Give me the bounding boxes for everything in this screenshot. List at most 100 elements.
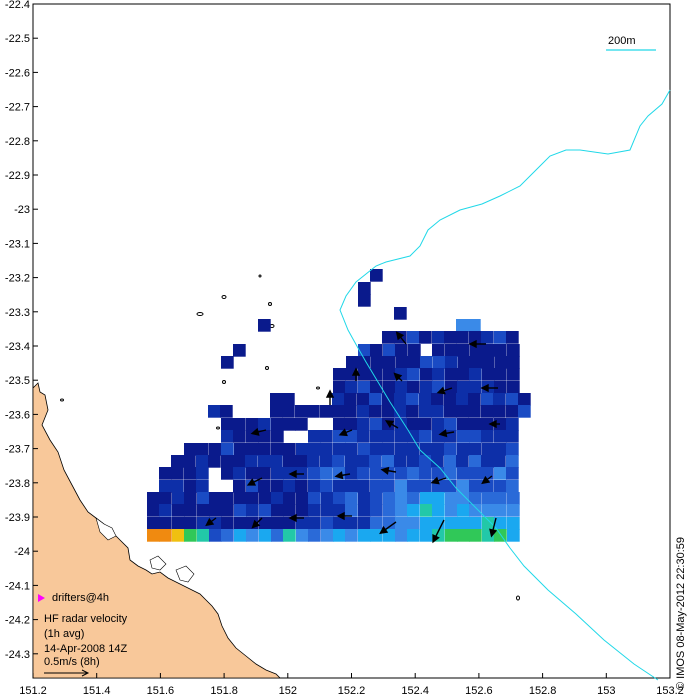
velocity-cell xyxy=(432,331,445,344)
velocity-cell xyxy=(283,455,296,468)
velocity-cell xyxy=(395,504,408,517)
velocity-cell xyxy=(395,529,408,542)
velocity-cell xyxy=(308,529,321,542)
velocity-cell xyxy=(457,443,470,456)
velocity-cell xyxy=(506,467,519,480)
velocity-cell xyxy=(383,344,396,357)
velocity-cell xyxy=(332,455,345,468)
reference-arrow-icon xyxy=(81,669,90,677)
velocity-cell xyxy=(320,480,333,493)
velocity-cell xyxy=(159,504,172,517)
velocity-cell xyxy=(332,393,345,406)
velocity-cell xyxy=(197,529,210,542)
velocity-cell xyxy=(245,455,258,468)
velocity-cell xyxy=(271,529,284,542)
velocity-cell xyxy=(481,455,494,468)
velocity-cell xyxy=(271,480,284,493)
drifter-marker-icon xyxy=(38,594,45,602)
velocity-cell xyxy=(469,368,482,381)
velocity-cell xyxy=(184,443,197,456)
velocity-cell xyxy=(394,307,407,320)
velocity-cell xyxy=(407,418,420,431)
velocity-cell xyxy=(196,480,209,493)
velocity-cell xyxy=(445,344,458,357)
lon-tick-label: 152 xyxy=(279,685,297,697)
velocity-cell xyxy=(321,492,334,505)
velocity-cell xyxy=(494,381,507,394)
velocity-cell xyxy=(469,492,482,505)
velocity-cell xyxy=(172,492,185,505)
velocity-cell xyxy=(482,356,495,369)
velocity-cell xyxy=(468,319,481,332)
velocity-cell xyxy=(221,418,234,431)
velocity-cell xyxy=(196,455,209,468)
velocity-cell xyxy=(283,443,296,456)
velocity-cell xyxy=(469,504,482,517)
velocity-cell xyxy=(407,381,420,394)
velocity-cell xyxy=(457,480,470,493)
velocity-cell xyxy=(407,331,420,344)
velocity-cell xyxy=(494,492,507,505)
velocity-cell xyxy=(221,467,234,480)
velocity-cell xyxy=(456,393,469,406)
velocity-cell xyxy=(395,517,408,530)
velocity-cell xyxy=(395,467,408,480)
velocity-cell xyxy=(221,517,234,530)
velocity-cell xyxy=(308,517,321,530)
velocity-cell xyxy=(419,480,432,493)
velocity-cell xyxy=(184,529,197,542)
velocity-arrowhead xyxy=(338,428,348,437)
velocity-cell xyxy=(395,430,408,443)
velocity-cell xyxy=(358,504,371,517)
lat-tick-label: -23.1 xyxy=(5,238,30,250)
velocity-cell xyxy=(383,381,396,394)
velocity-cell xyxy=(444,455,457,468)
velocity-cell xyxy=(233,467,246,480)
velocity-cell xyxy=(221,504,234,517)
lat-tick-label: -23.8 xyxy=(5,478,30,490)
velocity-cell xyxy=(494,368,507,381)
velocity-cell xyxy=(469,455,482,468)
velocity-cell xyxy=(407,504,420,517)
velocity-cell xyxy=(407,529,420,542)
velocity-cell xyxy=(296,529,309,542)
velocity-cell xyxy=(518,405,531,418)
velocity-cell xyxy=(283,517,296,530)
lon-tick-label: 152.4 xyxy=(401,685,429,697)
velocity-cell xyxy=(456,405,469,418)
velocity-cell xyxy=(221,443,234,456)
velocity-cell xyxy=(234,517,247,530)
velocity-cell xyxy=(258,455,271,468)
velocity-cell xyxy=(333,418,346,431)
velocity-cell xyxy=(358,529,371,542)
velocity-arrowhead xyxy=(488,419,497,429)
velocity-cell xyxy=(420,443,433,456)
velocity-cell xyxy=(197,492,210,505)
velocity-cell xyxy=(457,467,470,480)
velocity-cell xyxy=(395,344,408,357)
velocity-arrowhead xyxy=(430,476,440,485)
velocity-arrowhead xyxy=(334,471,344,480)
velocity-cell xyxy=(518,393,531,406)
velocity-cell xyxy=(507,517,520,530)
velocity-cell xyxy=(420,492,433,505)
velocity-cell xyxy=(395,492,408,505)
lat-tick-label: -22.6 xyxy=(5,67,30,79)
lat-tick-label: -22.9 xyxy=(5,170,30,182)
velocity-arrowhead xyxy=(481,475,491,485)
velocity-cell xyxy=(370,269,383,282)
velocity-cell xyxy=(369,405,382,418)
velocity-cell xyxy=(469,517,482,530)
velocity-cell xyxy=(420,368,433,381)
velocity-cell xyxy=(506,455,519,468)
velocity-cell xyxy=(283,529,296,542)
velocity-cell xyxy=(395,381,408,394)
velocity-cell xyxy=(221,492,234,505)
velocity-cell xyxy=(445,381,458,394)
velocity-cell xyxy=(383,368,396,381)
velocity-cell xyxy=(147,517,160,530)
velocity-cell xyxy=(159,529,172,542)
plot-frame xyxy=(32,3,671,679)
velocity-cell xyxy=(407,492,420,505)
velocity-cell xyxy=(320,443,333,456)
